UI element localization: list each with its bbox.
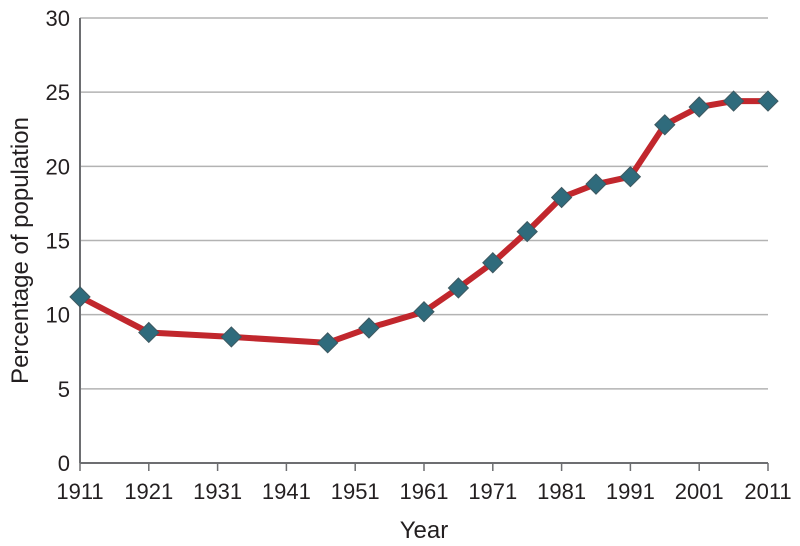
y-tick-label-30: 30 (46, 6, 70, 31)
series (77, 98, 771, 346)
x-tick-label-1971: 1971 (468, 479, 517, 504)
data-point-1976 (516, 220, 538, 243)
series-line (77, 98, 771, 346)
x-tick-label-1981: 1981 (537, 479, 586, 504)
y-tick-label-20: 20 (46, 154, 70, 179)
x-tick-label-1931: 1931 (193, 479, 242, 504)
x-tick-label-2011: 2011 (744, 479, 791, 504)
gridlines (80, 17, 768, 390)
y-tick-label-15: 15 (46, 229, 70, 254)
y-axis-title: Percentage of population (7, 117, 34, 384)
x-tick-label-1911: 1911 (56, 479, 103, 504)
y-tick-label-25: 25 (46, 80, 70, 105)
data-point-1966 (447, 277, 470, 299)
data-point-1947 (316, 332, 339, 354)
data-point-1953 (358, 317, 380, 339)
data-point-2011 (757, 90, 779, 112)
data-point-2001 (688, 96, 710, 118)
data-point-1991 (619, 166, 642, 188)
data-point-1911 (69, 286, 91, 308)
y-tick-label-10: 10 (46, 303, 70, 328)
data-point-1986 (585, 173, 607, 195)
data-point-2006 (722, 90, 745, 112)
y-tick-label-5: 5 (58, 377, 70, 402)
markers (69, 90, 779, 354)
x-tick-label-1991: 1991 (606, 479, 655, 504)
x-tick-label-1961: 1961 (400, 479, 449, 504)
x-tick-label-1941: 1941 (262, 479, 311, 504)
data-point-1933 (220, 326, 243, 348)
x-tick-label-2001: 2001 (675, 479, 724, 504)
data-point-1996 (654, 114, 676, 136)
data-point-1921 (138, 321, 160, 344)
axes (79, 18, 769, 471)
x-tick-label-1921: 1921 (124, 479, 173, 504)
data-point-1961 (413, 300, 435, 323)
data-point-1981 (550, 186, 573, 209)
tick-labels: 0 5 10 15 20 25 30 1911 1921 1931 1941 1951 1961 1971… (46, 6, 792, 504)
x-tick-label-1951: 1951 (331, 479, 380, 504)
x-axis-title: Year (400, 517, 449, 544)
data-point-1971 (482, 252, 504, 274)
y-tick-label-0: 0 (58, 451, 70, 476)
